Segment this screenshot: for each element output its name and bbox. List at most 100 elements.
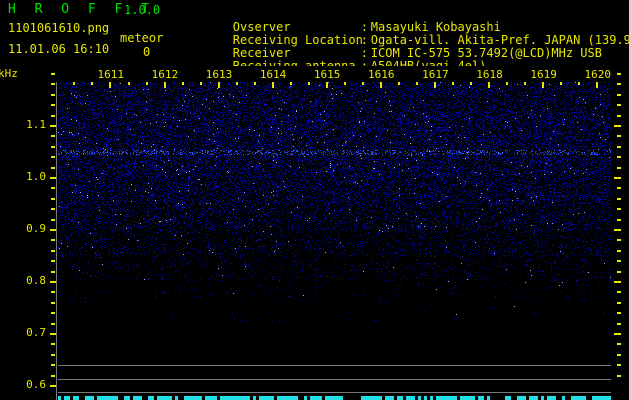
y-axis-tick-minor bbox=[51, 260, 55, 262]
metadata-row-observer: Ovserver: Masayuki Kobayashi bbox=[175, 8, 625, 34]
x-axis-tick-major bbox=[217, 82, 220, 88]
x-axis-tick-label: 1620 bbox=[584, 68, 611, 81]
right-axis-tick-minor bbox=[617, 73, 621, 75]
signal-band-gap bbox=[502, 396, 505, 400]
reference-gridline bbox=[58, 365, 611, 366]
y-axis-tick-minor bbox=[51, 312, 55, 314]
y-axis-tick-major bbox=[50, 229, 56, 231]
x-axis-tick-minor bbox=[470, 82, 473, 85]
y-axis-tick-major bbox=[50, 125, 56, 127]
x-axis-tick-minor bbox=[452, 82, 455, 85]
metadata-row-location: Receiving Location: Ogata-vill. Akita-Pre… bbox=[175, 21, 629, 47]
y-axis-line bbox=[56, 82, 57, 400]
signal-band-gap bbox=[484, 396, 487, 400]
y-axis-tick-minor bbox=[51, 354, 55, 356]
right-axis-tick-minor bbox=[617, 271, 621, 273]
x-axis-tick-minor bbox=[91, 82, 94, 85]
signal-band-gap bbox=[202, 396, 205, 400]
right-axis-tick-minor bbox=[617, 323, 621, 325]
signal-band-gap bbox=[556, 396, 559, 400]
signal-band-gap bbox=[181, 396, 184, 400]
y-axis-tick-minor bbox=[51, 198, 55, 200]
signal-band-gap bbox=[568, 396, 571, 400]
y-axis-tick-minor bbox=[51, 115, 55, 117]
x-axis-tick-minor bbox=[145, 82, 148, 85]
signal-band-gap bbox=[433, 396, 436, 400]
x-axis-tick-major bbox=[271, 82, 274, 88]
y-axis-tick-label: 1.1 bbox=[26, 118, 46, 131]
signal-band-gap bbox=[154, 396, 157, 400]
y-axis-tick-minor bbox=[51, 187, 55, 189]
reference-gridline bbox=[58, 392, 611, 393]
y-axis-tick-major bbox=[50, 177, 56, 179]
y-axis-tick-minor bbox=[51, 375, 55, 377]
signal-strength-band bbox=[58, 396, 611, 400]
x-axis-tick-minor bbox=[199, 82, 202, 85]
right-axis-tick-major bbox=[614, 281, 621, 283]
signal-band-gap bbox=[358, 396, 361, 400]
metadata-value: ICOM IC-575 53.7492(@LCD)MHz USB bbox=[370, 46, 602, 60]
signal-band-gap bbox=[499, 396, 502, 400]
signal-band-gap bbox=[349, 396, 352, 400]
y-axis-tick-minor bbox=[51, 239, 55, 241]
y-axis-tick-minor bbox=[51, 135, 55, 137]
signal-band-gap bbox=[298, 396, 301, 400]
y-axis-tick-minor bbox=[51, 156, 55, 158]
y-axis-tick-minor bbox=[51, 208, 55, 210]
signal-band-gap bbox=[559, 396, 562, 400]
signal-band-gap bbox=[403, 396, 406, 400]
signal-band-gap bbox=[217, 396, 220, 400]
signal-band-gap bbox=[118, 396, 121, 400]
right-axis-tick-minor bbox=[617, 364, 621, 366]
x-axis-tick-label: 1612 bbox=[151, 68, 179, 81]
reference-gridline bbox=[58, 379, 611, 380]
meteor-count-label: meteor bbox=[120, 31, 164, 45]
x-axis-tick-minor bbox=[181, 82, 184, 85]
right-axis-tick-minor bbox=[617, 146, 621, 148]
signal-band-gap bbox=[82, 396, 85, 400]
x-axis-tick-label: 1618 bbox=[476, 68, 503, 81]
signal-band-gap bbox=[145, 396, 148, 400]
signal-band-gap bbox=[352, 396, 355, 400]
signal-band-gap bbox=[343, 396, 346, 400]
right-axis-tick-minor bbox=[617, 354, 621, 356]
header-panel: H R O F F T 1.0.0 1101061610.png 11.01.0… bbox=[0, 0, 629, 73]
signal-band-gap bbox=[538, 396, 541, 400]
right-axis-tick-minor bbox=[617, 302, 621, 304]
metadata-separator: : bbox=[360, 46, 369, 60]
metadata-separator: : bbox=[360, 33, 369, 47]
metadata-value: Masayuki Kobayashi bbox=[370, 20, 501, 34]
x-axis-tick-label: 1614 bbox=[259, 68, 287, 81]
x-axis-tick-major bbox=[542, 82, 545, 88]
y-axis-tick-minor bbox=[51, 219, 55, 221]
meteor-count-value: 0 bbox=[143, 45, 151, 59]
right-axis-tick-minor bbox=[617, 167, 621, 169]
right-axis-tick-minor bbox=[617, 104, 621, 106]
y-axis-tick-label: 0.7 bbox=[26, 326, 46, 339]
app-title: H R O F F T bbox=[8, 2, 155, 17]
signal-band-gap bbox=[421, 396, 424, 400]
signal-band-gap bbox=[415, 396, 418, 400]
metadata-separator: : bbox=[360, 20, 369, 34]
metadata-block: Ovserver: Masayuki Kobayashi Receiving Lo… bbox=[175, 8, 629, 73]
right-axis-tick-minor bbox=[617, 115, 621, 117]
right-axis-tick-major bbox=[614, 177, 621, 179]
metadata-key: Receiving Location bbox=[232, 33, 363, 47]
x-axis-tick-label: 1611 bbox=[97, 68, 124, 81]
y-axis-tick-major bbox=[50, 281, 56, 283]
spectrogram-canvas bbox=[58, 82, 611, 400]
signal-band-gap bbox=[307, 396, 310, 400]
signal-band-gap bbox=[511, 396, 514, 400]
x-axis-tick-major bbox=[325, 82, 328, 88]
signal-band-gap bbox=[493, 396, 496, 400]
y-axis-tick-label: 0.9 bbox=[26, 222, 46, 235]
x-axis-tick-minor bbox=[506, 82, 509, 85]
x-axis-tick-minor bbox=[361, 82, 364, 85]
y-axis-tick-minor bbox=[51, 104, 55, 106]
metadata-row-receiver: Receiver: ICOM IC-575 53.7492(@LCD)MHz US… bbox=[175, 34, 625, 60]
signal-band-gap bbox=[544, 396, 547, 400]
x-axis-tick-minor bbox=[307, 82, 310, 85]
signal-band-gap bbox=[322, 396, 325, 400]
x-axis-tick-minor bbox=[289, 82, 292, 85]
